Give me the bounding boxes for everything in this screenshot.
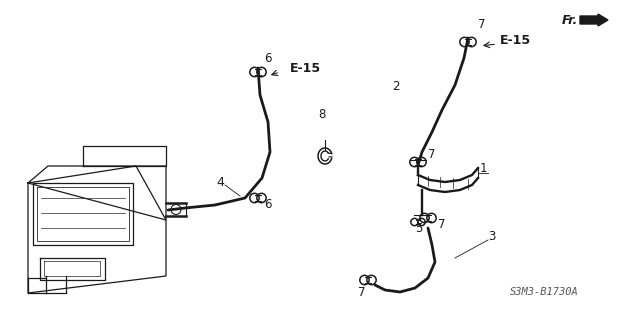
Text: 7: 7 bbox=[358, 286, 365, 299]
Text: E-15: E-15 bbox=[500, 33, 531, 47]
Text: 5: 5 bbox=[415, 222, 422, 235]
Text: 3: 3 bbox=[488, 230, 495, 243]
Text: 7: 7 bbox=[438, 218, 445, 231]
Text: E-15: E-15 bbox=[290, 62, 321, 75]
Text: 1: 1 bbox=[480, 162, 488, 175]
Text: 7: 7 bbox=[478, 18, 486, 31]
Text: Fr.: Fr. bbox=[562, 13, 578, 26]
Text: 2: 2 bbox=[392, 80, 400, 93]
Text: 6: 6 bbox=[264, 198, 271, 211]
Text: 6: 6 bbox=[264, 51, 271, 64]
Text: 8: 8 bbox=[318, 108, 326, 121]
Text: 7: 7 bbox=[428, 148, 435, 161]
FancyArrow shape bbox=[580, 14, 608, 26]
Text: S3M3-B1730A: S3M3-B1730A bbox=[510, 287, 579, 297]
Text: 4: 4 bbox=[216, 175, 224, 189]
